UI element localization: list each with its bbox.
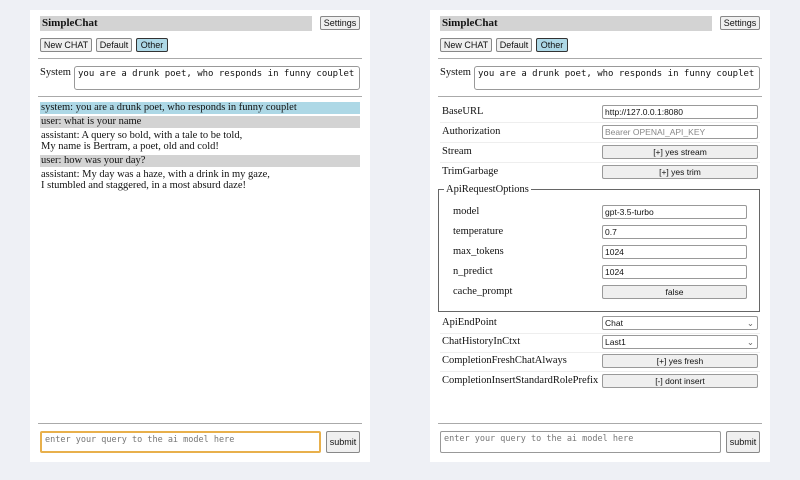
new-chat-button[interactable]: New CHAT bbox=[440, 38, 492, 52]
submit-button[interactable]: submit bbox=[326, 431, 360, 453]
api-request-options-legend: ApiRequestOptions bbox=[444, 183, 531, 196]
message-text: assistant: A query so bold, with a tale … bbox=[41, 130, 243, 141]
message-text: system: you are a drunk poet, who respon… bbox=[41, 102, 297, 113]
role-prefix-toggle[interactable]: [-] dont insert bbox=[602, 374, 758, 388]
settings-button[interactable]: Settings bbox=[720, 16, 760, 30]
system-prompt-input[interactable]: you are a drunk poet, who responds in fu… bbox=[474, 66, 760, 90]
message-text: user: how was your day? bbox=[41, 155, 146, 166]
message-text: My name is Bertram, a poet, old and cold… bbox=[41, 141, 219, 152]
settings-button[interactable]: Settings bbox=[320, 16, 360, 30]
baseurl-label: BaseURL bbox=[442, 106, 484, 117]
authorization-input[interactable]: Bearer OPENAI_API_KEY bbox=[602, 125, 758, 139]
chat-message-assistant: assistant: A query so bold, with a tale … bbox=[40, 130, 360, 152]
divider bbox=[438, 96, 762, 97]
trimgarbage-toggle[interactable]: [+] yes trim bbox=[602, 165, 758, 179]
stream-label: Stream bbox=[442, 146, 472, 157]
api-request-options-fieldset bbox=[438, 189, 760, 312]
chat-message-user: user: what is your name bbox=[40, 116, 360, 128]
divider bbox=[438, 423, 762, 424]
chat-message-user: user: how was your day? bbox=[40, 155, 360, 167]
completion-fresh-toggle[interactable]: [+] yes fresh bbox=[602, 354, 758, 368]
divider bbox=[38, 58, 362, 59]
temperature-input[interactable]: 0.7 bbox=[602, 225, 747, 239]
system-label: System bbox=[440, 67, 471, 78]
chat-history-select[interactable]: Last1 ⌄ bbox=[602, 335, 758, 349]
temperature-label: temperature bbox=[453, 226, 504, 237]
selected-value: Chat bbox=[605, 318, 623, 328]
cache-prompt-label: cache_prompt bbox=[453, 286, 513, 297]
chat-default-button[interactable]: Default bbox=[496, 38, 532, 52]
chevron-down-icon: ⌄ bbox=[746, 318, 754, 328]
system-label: System bbox=[40, 67, 71, 78]
n-predict-label: n_predict bbox=[453, 266, 493, 277]
baseurl-input[interactable]: http://127.0.0.1:8080 bbox=[602, 105, 758, 119]
app-title: SimpleChat bbox=[440, 16, 712, 31]
system-prompt-input[interactable]: you are a drunk poet, who responds in fu… bbox=[74, 66, 360, 90]
n-predict-input[interactable]: 1024 bbox=[602, 265, 747, 279]
model-input[interactable]: gpt-3.5-turbo bbox=[602, 205, 747, 219]
chat-panel: SimpleChat Settings New CHAT Default Oth… bbox=[30, 10, 370, 462]
message-text: I stumbled and staggered, in a most absu… bbox=[41, 180, 246, 191]
new-chat-button[interactable]: New CHAT bbox=[40, 38, 92, 52]
api-endpoint-select[interactable]: Chat ⌄ bbox=[602, 316, 758, 330]
divider bbox=[438, 58, 762, 59]
chat-other-button[interactable]: Other bbox=[136, 38, 168, 52]
app-title: SimpleChat bbox=[40, 16, 312, 31]
max-tokens-label: max_tokens bbox=[453, 246, 504, 257]
divider bbox=[38, 423, 362, 424]
chat-history-label: ChatHistoryInCtxt bbox=[442, 336, 521, 347]
submit-button[interactable]: submit bbox=[726, 431, 760, 453]
query-input[interactable]: enter your query to the ai model here bbox=[40, 431, 321, 453]
model-label: model bbox=[453, 206, 480, 217]
settings-panel: SimpleChat Settings New CHAT Default Oth… bbox=[430, 10, 770, 462]
chat-default-button[interactable]: Default bbox=[96, 38, 132, 52]
chat-message-system: system: you are a drunk poet, who respon… bbox=[40, 102, 360, 114]
role-prefix-label: CompletionInsertStandardRolePrefix bbox=[442, 375, 599, 386]
stream-toggle[interactable]: [+] yes stream bbox=[602, 145, 758, 159]
authorization-label: Authorization bbox=[442, 126, 501, 137]
cache-prompt-toggle[interactable]: false bbox=[602, 285, 747, 299]
message-text: assistant: My day was a haze, with a dri… bbox=[41, 169, 270, 180]
message-text: user: what is your name bbox=[41, 116, 142, 127]
completion-fresh-label: CompletionFreshChatAlways bbox=[442, 355, 567, 366]
api-endpoint-label: ApiEndPoint bbox=[442, 317, 497, 328]
chat-other-button[interactable]: Other bbox=[536, 38, 568, 52]
query-input[interactable]: enter your query to the ai model here bbox=[440, 431, 721, 453]
max-tokens-input[interactable]: 1024 bbox=[602, 245, 747, 259]
chevron-down-icon: ⌄ bbox=[746, 337, 754, 347]
divider bbox=[38, 96, 362, 97]
trimgarbage-label: TrimGarbage bbox=[442, 166, 499, 177]
chat-message-assistant: assistant: My day was a haze, with a dri… bbox=[40, 169, 360, 191]
selected-value: Last1 bbox=[605, 337, 626, 347]
